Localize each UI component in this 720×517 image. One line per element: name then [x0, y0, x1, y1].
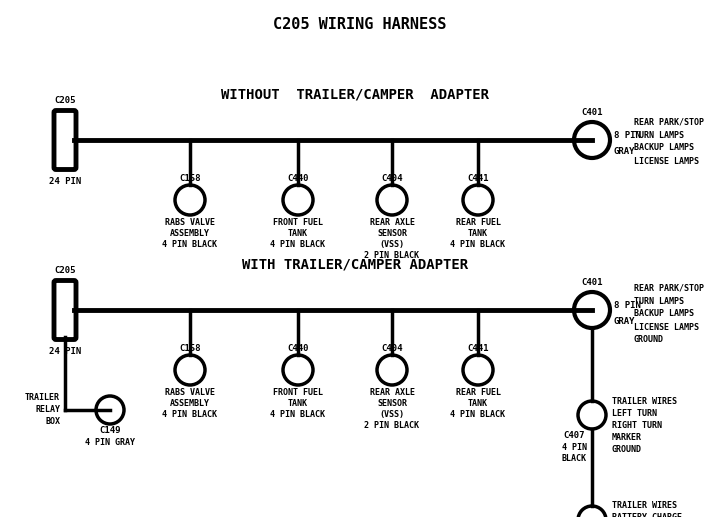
Text: C440: C440	[287, 344, 309, 353]
Text: 2 PIN BLACK: 2 PIN BLACK	[364, 251, 420, 260]
Text: 8 PIN: 8 PIN	[614, 131, 641, 141]
Circle shape	[463, 355, 493, 385]
Text: WITHOUT  TRAILER/CAMPER  ADAPTER: WITHOUT TRAILER/CAMPER ADAPTER	[221, 88, 489, 102]
Text: BOX: BOX	[45, 418, 60, 427]
Circle shape	[283, 185, 313, 215]
Text: TURN LAMPS: TURN LAMPS	[634, 297, 684, 306]
Text: (VSS): (VSS)	[379, 240, 405, 249]
Text: REAR AXLE: REAR AXLE	[369, 388, 415, 397]
FancyBboxPatch shape	[54, 281, 76, 340]
Text: BLACK: BLACK	[562, 454, 587, 463]
Circle shape	[96, 396, 124, 424]
Text: WITH TRAILER/CAMPER ADAPTER: WITH TRAILER/CAMPER ADAPTER	[242, 258, 468, 272]
Text: SENSOR: SENSOR	[377, 399, 407, 408]
Text: C441: C441	[467, 344, 489, 353]
Text: TANK: TANK	[468, 229, 488, 238]
Text: REAR FUEL: REAR FUEL	[456, 218, 500, 227]
Text: C205: C205	[54, 96, 76, 105]
Text: C404: C404	[382, 344, 402, 353]
Text: C158: C158	[179, 174, 201, 183]
Text: SENSOR: SENSOR	[377, 229, 407, 238]
Text: 4 PIN BLACK: 4 PIN BLACK	[451, 240, 505, 249]
Text: RIGHT TURN: RIGHT TURN	[612, 420, 662, 430]
Text: REAR AXLE: REAR AXLE	[369, 218, 415, 227]
Text: FRONT FUEL: FRONT FUEL	[273, 388, 323, 397]
Text: TANK: TANK	[288, 229, 308, 238]
Circle shape	[574, 292, 610, 328]
Text: RELAY: RELAY	[35, 405, 60, 415]
Text: C440: C440	[287, 174, 309, 183]
Text: 4 PIN BLACK: 4 PIN BLACK	[271, 410, 325, 419]
Text: C401: C401	[581, 278, 603, 287]
Text: 4 PIN GRAY: 4 PIN GRAY	[85, 438, 135, 447]
Circle shape	[283, 355, 313, 385]
Text: BACKUP LAMPS: BACKUP LAMPS	[634, 144, 694, 153]
Text: LEFT TURN: LEFT TURN	[612, 408, 657, 418]
Circle shape	[574, 122, 610, 158]
Text: GRAY: GRAY	[614, 147, 636, 157]
Circle shape	[175, 355, 205, 385]
Text: TANK: TANK	[468, 399, 488, 408]
Text: C205: C205	[54, 266, 76, 275]
Text: TANK: TANK	[288, 399, 308, 408]
Text: (VSS): (VSS)	[379, 410, 405, 419]
Text: MARKER: MARKER	[612, 433, 642, 442]
Text: LICENSE LAMPS: LICENSE LAMPS	[634, 323, 699, 331]
Text: TURN LAMPS: TURN LAMPS	[634, 130, 684, 140]
FancyBboxPatch shape	[54, 111, 76, 170]
Text: GRAY: GRAY	[614, 317, 636, 327]
Text: 4 PIN BLACK: 4 PIN BLACK	[271, 240, 325, 249]
Text: 8 PIN: 8 PIN	[614, 301, 641, 311]
Text: REAR FUEL: REAR FUEL	[456, 388, 500, 397]
Text: 24 PIN: 24 PIN	[49, 347, 81, 356]
Text: REAR PARK/STOP: REAR PARK/STOP	[634, 117, 704, 127]
Circle shape	[175, 185, 205, 215]
Circle shape	[578, 506, 606, 517]
Text: 4 PIN BLACK: 4 PIN BLACK	[163, 410, 217, 419]
Circle shape	[377, 185, 407, 215]
Text: TRAILER WIRES: TRAILER WIRES	[612, 501, 677, 510]
Text: RABS VALVE: RABS VALVE	[165, 388, 215, 397]
Text: 24 PIN: 24 PIN	[49, 177, 81, 186]
Text: C441: C441	[467, 174, 489, 183]
Text: ASSEMBLY: ASSEMBLY	[170, 229, 210, 238]
Text: REAR PARK/STOP: REAR PARK/STOP	[634, 283, 704, 293]
Text: BATTERY CHARGE: BATTERY CHARGE	[612, 513, 682, 517]
Text: C205 WIRING HARNESS: C205 WIRING HARNESS	[274, 17, 446, 32]
Text: TRAILER WIRES: TRAILER WIRES	[612, 397, 677, 405]
Circle shape	[463, 185, 493, 215]
Text: RABS VALVE: RABS VALVE	[165, 218, 215, 227]
Circle shape	[377, 355, 407, 385]
Text: BACKUP LAMPS: BACKUP LAMPS	[634, 310, 694, 318]
Text: 4 PIN: 4 PIN	[562, 443, 587, 452]
Text: TRAILER: TRAILER	[25, 393, 60, 403]
Text: GROUND: GROUND	[612, 445, 642, 453]
Circle shape	[578, 401, 606, 429]
Text: C407: C407	[563, 431, 585, 440]
Text: C401: C401	[581, 108, 603, 117]
Text: C158: C158	[179, 344, 201, 353]
Text: LICENSE LAMPS: LICENSE LAMPS	[634, 157, 699, 165]
Text: C149: C149	[99, 426, 121, 435]
Text: 4 PIN BLACK: 4 PIN BLACK	[163, 240, 217, 249]
Text: 4 PIN BLACK: 4 PIN BLACK	[451, 410, 505, 419]
Text: 2 PIN BLACK: 2 PIN BLACK	[364, 421, 420, 430]
Text: ASSEMBLY: ASSEMBLY	[170, 399, 210, 408]
Text: FRONT FUEL: FRONT FUEL	[273, 218, 323, 227]
Text: C404: C404	[382, 174, 402, 183]
Text: GROUND: GROUND	[634, 336, 664, 344]
